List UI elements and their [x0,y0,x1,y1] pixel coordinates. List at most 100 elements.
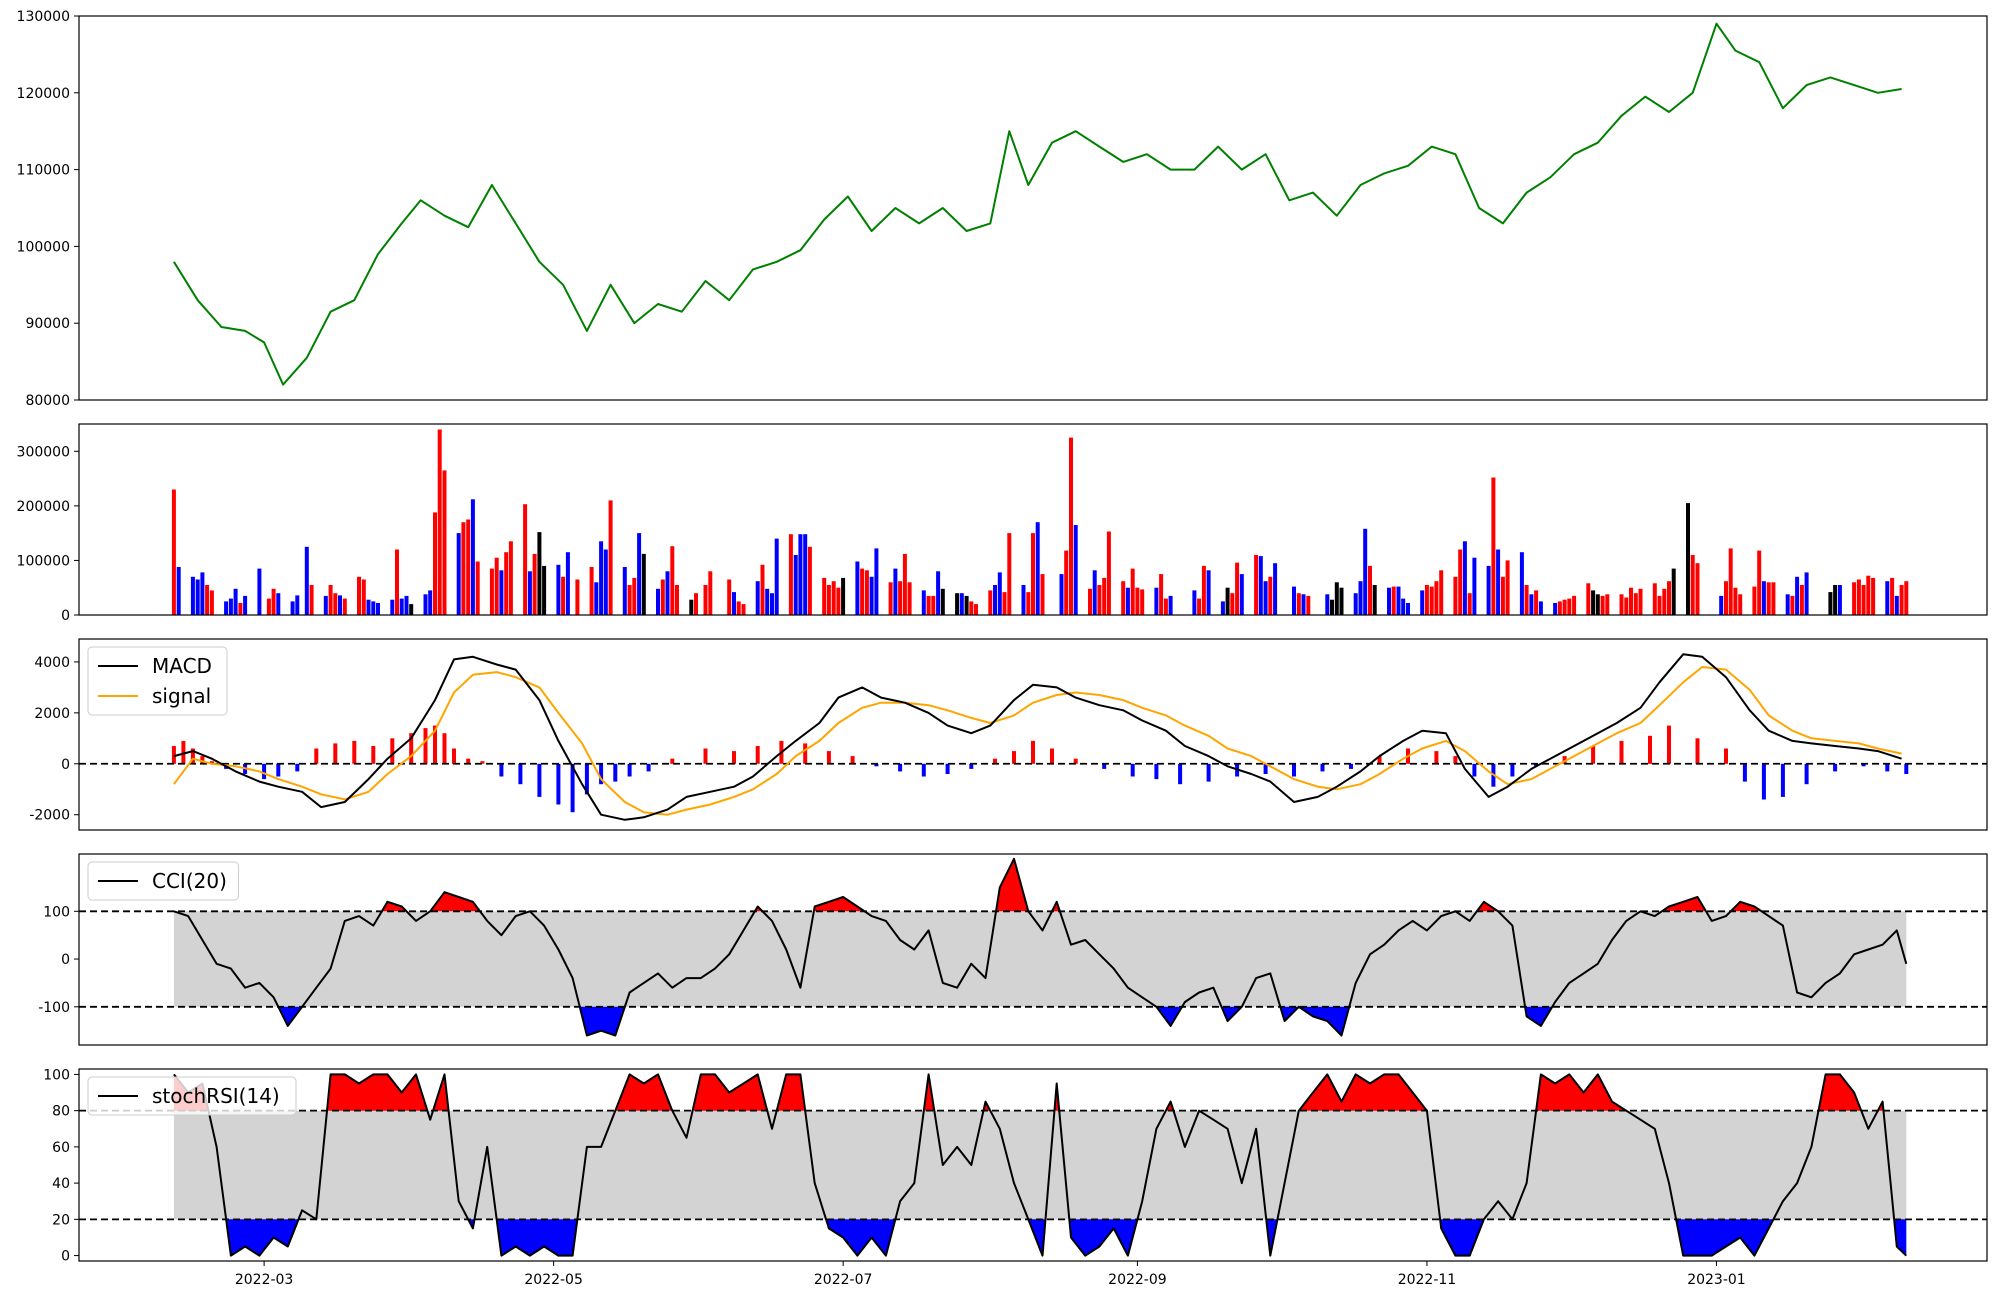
volume-bar [1396,586,1401,615]
volume-y-tick-label: 0 [61,608,70,624]
volume-bar [333,593,338,615]
volume-bar [864,570,869,615]
volume-bar [589,567,594,615]
volume-bar [1453,576,1458,615]
volume-bar [632,577,637,615]
macd-y-tick-label: 0 [61,757,70,773]
stoch-line [173,1073,1907,1257]
volume-bar [1206,570,1211,615]
volume-bar [376,603,380,615]
macd-histogram-bar [1472,763,1477,777]
volume-bar [266,598,271,615]
volume-bar [1600,595,1605,615]
macd-histogram-bar [1804,763,1809,785]
macd-histogram-bar [190,748,195,764]
stoch-y-tick-label: 40 [52,1176,70,1192]
volume-bar [1629,587,1633,615]
macd-histogram-bar [803,743,808,764]
volume-bar [902,553,907,615]
macd-y-tick-label: -2000 [29,808,70,824]
macd-line [173,653,1902,821]
cci-oversold-fill [278,1006,1553,1036]
macd-histogram-bar [874,763,879,767]
volume-bar [770,593,774,615]
volume-bar [660,579,665,615]
volume-bar [1833,585,1838,615]
x-tick-label: 2022-05 [524,1272,583,1288]
volume-bar [1467,593,1472,615]
volume-bar [1007,533,1012,615]
stoch-y-tick-label: 0 [61,1249,70,1265]
price-y-tick-label: 100000 [17,239,70,255]
macd-histogram-bar [1012,751,1016,764]
volume-bar [1856,579,1861,615]
volume-bar [603,549,608,615]
macd-histogram-bar [945,763,950,774]
volume-bar [556,564,561,615]
volume-bar [395,549,399,615]
volume-bar [366,599,371,615]
macd-histogram-bar [480,761,485,764]
volume-bar [727,579,732,615]
macd-histogram-bar [627,763,632,777]
volume-bar [1130,568,1135,615]
volume-bar [1866,575,1871,615]
volume-bar [1761,581,1766,615]
volume-bar [860,568,865,615]
volume-bar [1486,565,1491,615]
cci-panel-frame [78,853,1988,1046]
volume-bar [200,572,205,615]
volume-bar [1885,581,1890,615]
volume-bar [1372,585,1377,615]
volume-bar [1334,582,1339,615]
volume-bar [494,557,499,615]
x-tick-label: 2022-03 [235,1272,294,1288]
volume-bar [1728,548,1733,615]
volume-bar [736,601,741,615]
volume-bar [1496,549,1501,615]
volume-bar [1306,595,1311,615]
volume-bar [936,571,941,615]
price-panel-frame [78,15,1988,401]
macd-histogram-bar [1591,746,1596,764]
volume-bar [1263,581,1268,615]
volume-bar [1406,603,1410,615]
volume-bar [1391,586,1396,615]
x-tick-label: 2022-07 [814,1272,873,1288]
volume-bar [390,599,395,615]
volume-bar [428,590,433,615]
macd-histogram-bar [1780,763,1785,797]
volume-bar [1799,585,1804,615]
volume-bar [1424,585,1429,615]
volume-bar [993,585,997,615]
volume-bar [399,598,404,615]
volume-bar [1724,581,1728,615]
macd-panel-frame [78,638,1988,831]
volume-bar [1387,587,1391,615]
volume-bar [508,541,513,615]
signal-line [173,666,1902,816]
volume-bar [1652,583,1657,615]
volume-bar [741,604,746,615]
macd-histogram-bar [646,763,651,772]
macd-histogram-bar [898,763,903,772]
volume-y-tick-label: 200000 [17,499,70,515]
macd-histogram-bar [209,761,214,764]
volume-bar [489,568,494,615]
volume-bar [1662,588,1667,615]
volume-bar [1135,587,1140,615]
volume-bar [195,579,200,615]
volume-bar [826,585,831,615]
volume-bar [1828,592,1833,615]
volume-bar [328,585,333,615]
volume-bar [855,561,860,615]
volume-bar [1330,599,1334,615]
volume-bar [190,576,195,615]
volume-bar [1567,598,1572,615]
volume-bar [1462,541,1467,615]
volume-bar [433,512,437,615]
volume-bar [1686,503,1690,615]
price-y-tick-label: 120000 [17,86,70,102]
macd-histogram-bar [1761,763,1766,800]
